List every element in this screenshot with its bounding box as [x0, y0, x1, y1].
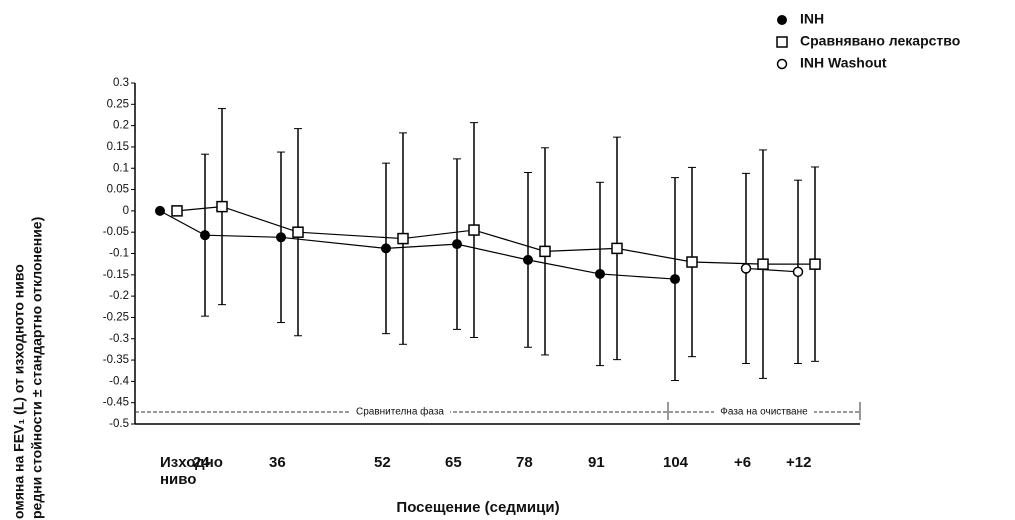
y-tick-label: -0.1 [109, 248, 129, 260]
marker [686, 256, 698, 268]
marker [611, 242, 623, 255]
series-line [745, 267, 799, 273]
marker [670, 274, 680, 285]
marker [155, 205, 165, 216]
legend-label: INH [800, 11, 824, 27]
marker [171, 205, 183, 217]
x-tick-label: 65 [445, 454, 462, 471]
series [740, 58, 804, 364]
x-tick-label: 36 [269, 454, 286, 471]
y-tick-label: -0.25 [103, 311, 129, 323]
marker [757, 258, 769, 270]
y-tick-label: -0.3 [109, 333, 129, 345]
y-tick-label: -0.15 [103, 269, 129, 281]
legend-marker [776, 36, 788, 48]
series [155, 15, 787, 382]
y-tick-label: 0.05 [107, 184, 129, 196]
y-tick-label: -0.5 [109, 418, 129, 430]
x-axis-label: Посещение (седмици) [396, 499, 559, 516]
marker [292, 226, 304, 238]
x-tick-label: 104 [663, 454, 689, 471]
phase-label-bg [714, 405, 814, 419]
x-tick-label: 24 [193, 454, 210, 471]
y-tick-label: 0.15 [107, 141, 129, 153]
series-line [176, 206, 815, 265]
x-tick-label: 78 [516, 454, 533, 471]
phase-label: Фаза на очистване [720, 407, 808, 418]
y-tick-label: 0.25 [107, 98, 129, 110]
y-tick-label: -0.05 [103, 226, 129, 238]
y-tick-label: 0 [123, 205, 129, 217]
marker [216, 200, 228, 213]
legend-marker [777, 15, 787, 25]
x-tick-label: 52 [374, 454, 391, 471]
marker [809, 258, 821, 270]
y-tick-label: -0.2 [109, 290, 129, 302]
marker [397, 232, 409, 245]
marker [740, 263, 752, 274]
y-tick-label: 0.2 [113, 120, 129, 132]
legend-label: INH Washout [800, 55, 887, 71]
marker [595, 268, 605, 279]
marker [200, 230, 210, 241]
series [171, 36, 821, 379]
marker [468, 224, 480, 236]
legend-marker [776, 58, 788, 70]
x-tick-label: +6 [734, 454, 752, 471]
legend-label: Сравнявано лекарство [800, 33, 960, 49]
marker [276, 232, 286, 243]
x-tick-label: 91 [588, 454, 605, 471]
marker [792, 266, 804, 278]
marker [523, 254, 533, 265]
marker [381, 243, 391, 254]
y-tick-label: -0.35 [103, 354, 129, 366]
phase-label: Сравнителна фаза [356, 406, 444, 418]
marker [539, 245, 551, 258]
series-line [159, 210, 676, 280]
y-axis-label: редни стойности ± стандартно отклонение) [29, 217, 45, 519]
x-tick-label: +12 [786, 454, 812, 471]
y-tick-label: 0.1 [113, 162, 129, 174]
x-tick-label: Изходно ниво [160, 454, 223, 488]
phase-label-bg [350, 405, 450, 419]
marker [452, 239, 462, 250]
y-tick-label: -0.4 [109, 375, 129, 387]
y-tick-label: -0.45 [103, 397, 129, 409]
y-tick-label: 0.3 [113, 77, 129, 89]
y-axis-label: омяна на FEV₁ (L) от изходното ниво [11, 264, 27, 519]
